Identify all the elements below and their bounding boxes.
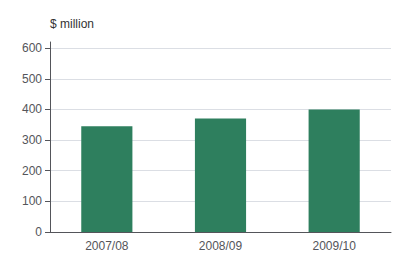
- svg-text:2008/09: 2008/09: [199, 239, 243, 253]
- svg-text:0: 0: [35, 225, 42, 239]
- svg-text:2007/08: 2007/08: [85, 239, 129, 253]
- svg-text:400: 400: [22, 102, 42, 116]
- svg-text:$ million: $ million: [50, 17, 94, 31]
- svg-text:200: 200: [22, 164, 42, 178]
- svg-text:600: 600: [22, 41, 42, 55]
- svg-text:100: 100: [22, 194, 42, 208]
- svg-text:2009/10: 2009/10: [312, 239, 356, 253]
- svg-text:500: 500: [22, 72, 42, 86]
- svg-text:300: 300: [22, 133, 42, 147]
